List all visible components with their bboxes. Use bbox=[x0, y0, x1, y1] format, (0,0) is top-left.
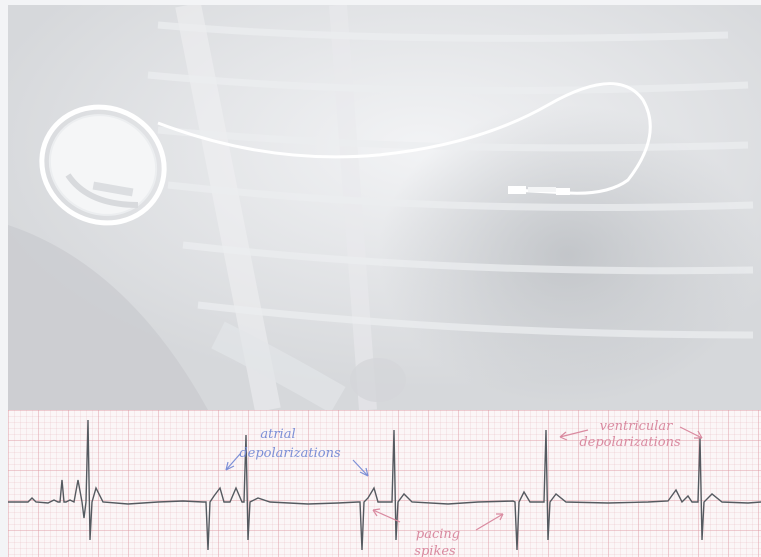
ecg-trace bbox=[8, 419, 761, 551]
xray-drawing bbox=[8, 5, 761, 410]
spine-band bbox=[329, 5, 377, 410]
ventricular-arrow-left-icon bbox=[559, 429, 589, 438]
ventricular-label-line2: depolarizations bbox=[579, 435, 681, 450]
humerus bbox=[211, 321, 346, 410]
atrial-arrowhead-left-icon bbox=[225, 461, 235, 471]
ventricular-label-line1: ventricular bbox=[600, 419, 674, 434]
ventricular-arrowhead-right-icon bbox=[694, 430, 703, 439]
atrial-arrow-right-icon bbox=[352, 459, 369, 477]
figure: atrial depolarizations ventricular depol… bbox=[8, 5, 761, 557]
atrial-label-line1: atrial bbox=[260, 427, 295, 442]
pacing-label-line2: spikes bbox=[414, 544, 456, 557]
pacing-arrow-right-icon bbox=[475, 513, 504, 531]
soft-tissue-shadow bbox=[8, 225, 208, 410]
ventricular-arrowhead-left-icon bbox=[559, 431, 568, 441]
ventricular-arrow-right-icon bbox=[679, 426, 703, 439]
pacing-arrowhead-left-icon bbox=[372, 508, 381, 517]
ecg-drawing: atrial depolarizations ventricular depol… bbox=[8, 419, 761, 557]
atrial-arrowhead-right-icon bbox=[359, 467, 369, 477]
ribs bbox=[147, 21, 754, 339]
joint bbox=[350, 358, 406, 402]
pacemaker-generator bbox=[39, 104, 167, 226]
atrial-arrow-left-icon bbox=[225, 453, 241, 471]
pacing-lead bbox=[157, 82, 652, 195]
xray-image bbox=[8, 5, 761, 410]
pacing-arrow-left-icon bbox=[372, 509, 401, 523]
atrial-label-line2: depolarizations bbox=[239, 446, 341, 461]
ecg-strip: atrial depolarizations ventricular depol… bbox=[8, 410, 761, 557]
pacing-arrowhead-right-icon bbox=[496, 513, 504, 521]
lead-tip-electrode bbox=[508, 186, 570, 195]
pacing-label-line1: pacing bbox=[416, 527, 460, 542]
